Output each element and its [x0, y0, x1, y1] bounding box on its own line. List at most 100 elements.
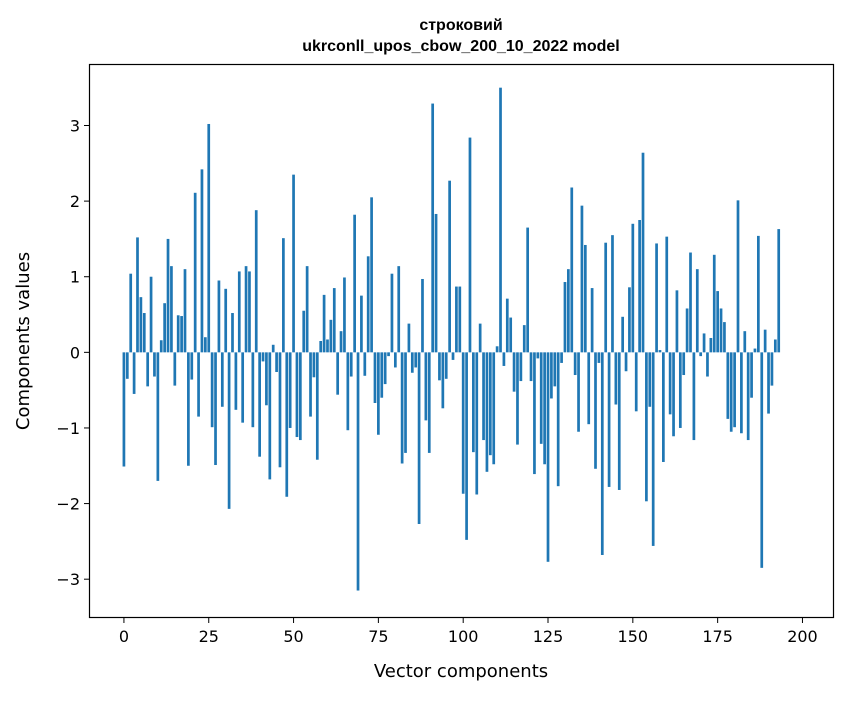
- bar-46: [278, 352, 282, 468]
- bar-121: [533, 352, 536, 475]
- bar-168: [692, 352, 696, 441]
- bar-23: [200, 169, 204, 353]
- bar-81: [397, 266, 401, 353]
- bar-32: [231, 313, 234, 353]
- bar-21: [193, 192, 197, 353]
- bar-150: [631, 223, 635, 353]
- bar-41: [261, 352, 265, 362]
- bar-108: [488, 352, 492, 456]
- bar-186: [753, 348, 757, 353]
- bar-187: [757, 235, 760, 353]
- bar-94: [441, 352, 445, 409]
- bar-65: [343, 277, 346, 353]
- bar-63: [336, 352, 340, 395]
- bar-91: [431, 103, 435, 353]
- bar-117: [519, 352, 523, 382]
- bar-62: [332, 288, 336, 353]
- bar-10: [156, 352, 160, 481]
- bar-138: [590, 288, 594, 353]
- chart-title-line-1: строковий: [419, 17, 502, 34]
- bar-173: [709, 337, 713, 353]
- bar-24: [203, 337, 207, 353]
- bar-20: [190, 352, 194, 380]
- bar-171: [702, 333, 706, 353]
- bar-39: [254, 210, 258, 353]
- bar-146: [617, 352, 621, 490]
- bar-92: [434, 213, 438, 353]
- bar-133: [573, 352, 577, 376]
- bar-61: [329, 319, 333, 353]
- x-tick-label: 25: [199, 627, 219, 646]
- x-tick-label: 100: [448, 627, 479, 646]
- bar-178: [726, 352, 730, 419]
- bar-152: [638, 220, 641, 353]
- bar-98: [455, 286, 458, 353]
- bar-181: [736, 200, 740, 353]
- bar-161: [668, 352, 672, 415]
- plot-frame: [88, 63, 835, 619]
- bar-114: [509, 317, 513, 353]
- bar-147: [621, 316, 625, 353]
- bar-113: [505, 298, 509, 353]
- bar-165: [682, 352, 686, 376]
- x-tick-label: 200: [787, 627, 818, 646]
- bar-191: [770, 352, 774, 386]
- y-tick-label: −2: [56, 495, 80, 514]
- bar-155: [648, 352, 652, 407]
- bar-5: [139, 297, 143, 353]
- bar-71: [363, 352, 367, 376]
- bar-90: [427, 352, 431, 453]
- x-axis-ticks: 0 25 50 75 100 125 150 175 200: [119, 617, 818, 646]
- bar-135: [580, 205, 584, 353]
- bar-111: [499, 87, 502, 353]
- bar-170: [699, 352, 703, 357]
- bar-18: [183, 269, 187, 353]
- bar-127: [553, 352, 557, 387]
- bar-167: [689, 252, 692, 353]
- bar-148: [624, 352, 628, 372]
- x-tick-label: 175: [702, 627, 733, 646]
- bar-40: [258, 352, 261, 457]
- y-axis-label: Components values: [13, 252, 34, 430]
- bar-134: [577, 352, 580, 432]
- bar-169: [695, 269, 699, 353]
- bar-177: [723, 322, 726, 353]
- bar-118: [522, 325, 526, 353]
- bar-84: [407, 323, 411, 353]
- bar-73: [370, 197, 373, 353]
- bar-26: [210, 352, 214, 428]
- bar-164: [678, 352, 682, 428]
- bar-85: [410, 352, 414, 373]
- bar-143: [607, 352, 611, 487]
- y-tick-label: 1: [70, 268, 80, 287]
- bar-77: [383, 352, 387, 385]
- bar-154: [645, 352, 648, 502]
- bar-109: [492, 352, 496, 465]
- y-tick-label: 2: [70, 192, 80, 211]
- bar-88: [421, 278, 424, 353]
- bar-9: [153, 352, 156, 377]
- bar-53: [302, 310, 306, 353]
- bar-104: [475, 352, 479, 495]
- bar-116: [516, 352, 519, 445]
- bar-22: [197, 352, 200, 417]
- bar-82: [400, 352, 404, 464]
- bar-56: [312, 352, 316, 378]
- bar-3: [132, 352, 136, 394]
- bar-172: [706, 352, 709, 377]
- bar-52: [298, 352, 302, 441]
- bar-69: [356, 352, 360, 591]
- bars-group: [122, 87, 781, 591]
- bar-59: [322, 294, 326, 353]
- bar-102: [468, 137, 472, 353]
- bar-43: [268, 352, 272, 480]
- bar-183: [743, 331, 747, 353]
- bar-112: [502, 352, 506, 366]
- bar-131: [567, 269, 570, 353]
- bar-101: [465, 352, 468, 540]
- bar-107: [485, 352, 489, 472]
- bar-38: [251, 352, 255, 428]
- bar-42: [265, 352, 268, 406]
